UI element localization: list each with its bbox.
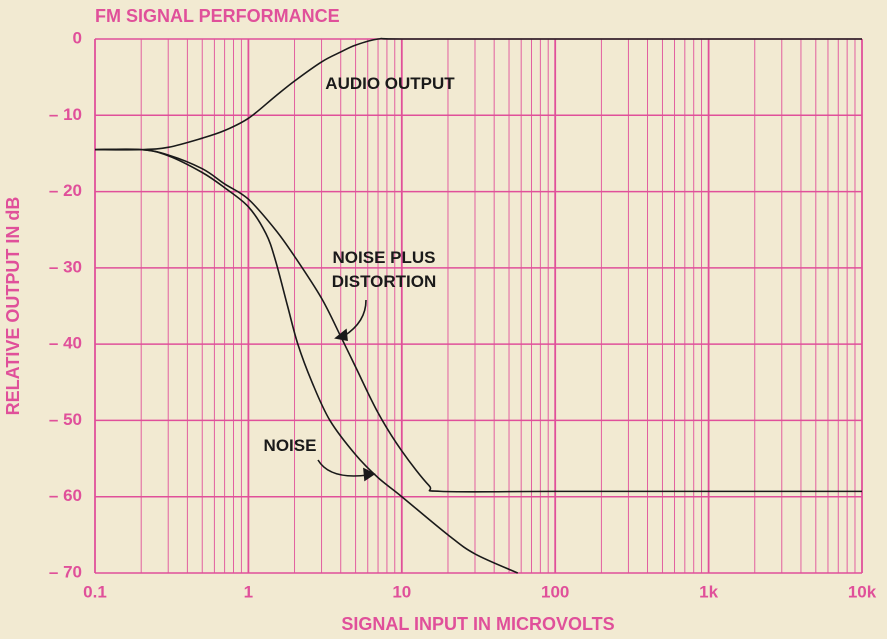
series-label: NOISE [263,436,317,455]
x-tick-label: 1 [244,582,253,601]
y-tick-label: – 40 [49,334,82,353]
arrow [317,459,369,477]
series-label: AUDIO OUTPUT [325,74,455,93]
arrow-head [334,328,348,341]
x-tick-label: 10 [392,582,411,601]
x-tick-label: 0.1 [83,582,107,601]
series-line [94,37,862,151]
x-tick-label: 1k [699,582,718,601]
series-label: NOISE PLUS DISTORTION [331,248,437,291]
x-tick-label: 10k [848,582,877,601]
y-tick-label: – 20 [49,181,82,200]
y-tick-label: – 70 [49,562,82,581]
y-tick-label: – 60 [49,486,82,505]
x-axis-label: SIGNAL INPUT IN MICROVOLTS [341,614,614,634]
series-line [94,148,519,574]
y-tick-label: – 50 [49,410,82,429]
chart-title: FM SIGNAL PERFORMANCE [95,6,340,26]
y-axis-label: RELATIVE OUTPUT IN dB [3,197,23,416]
annotation-arrows [317,299,376,482]
arrow [343,299,367,337]
x-tick-label: 100 [541,582,569,601]
y-tick-label: – 10 [49,105,82,124]
arrow-head [363,467,376,482]
y-tick-label: 0 [73,28,82,47]
grid [94,38,863,574]
y-tick-label: – 30 [49,257,82,276]
